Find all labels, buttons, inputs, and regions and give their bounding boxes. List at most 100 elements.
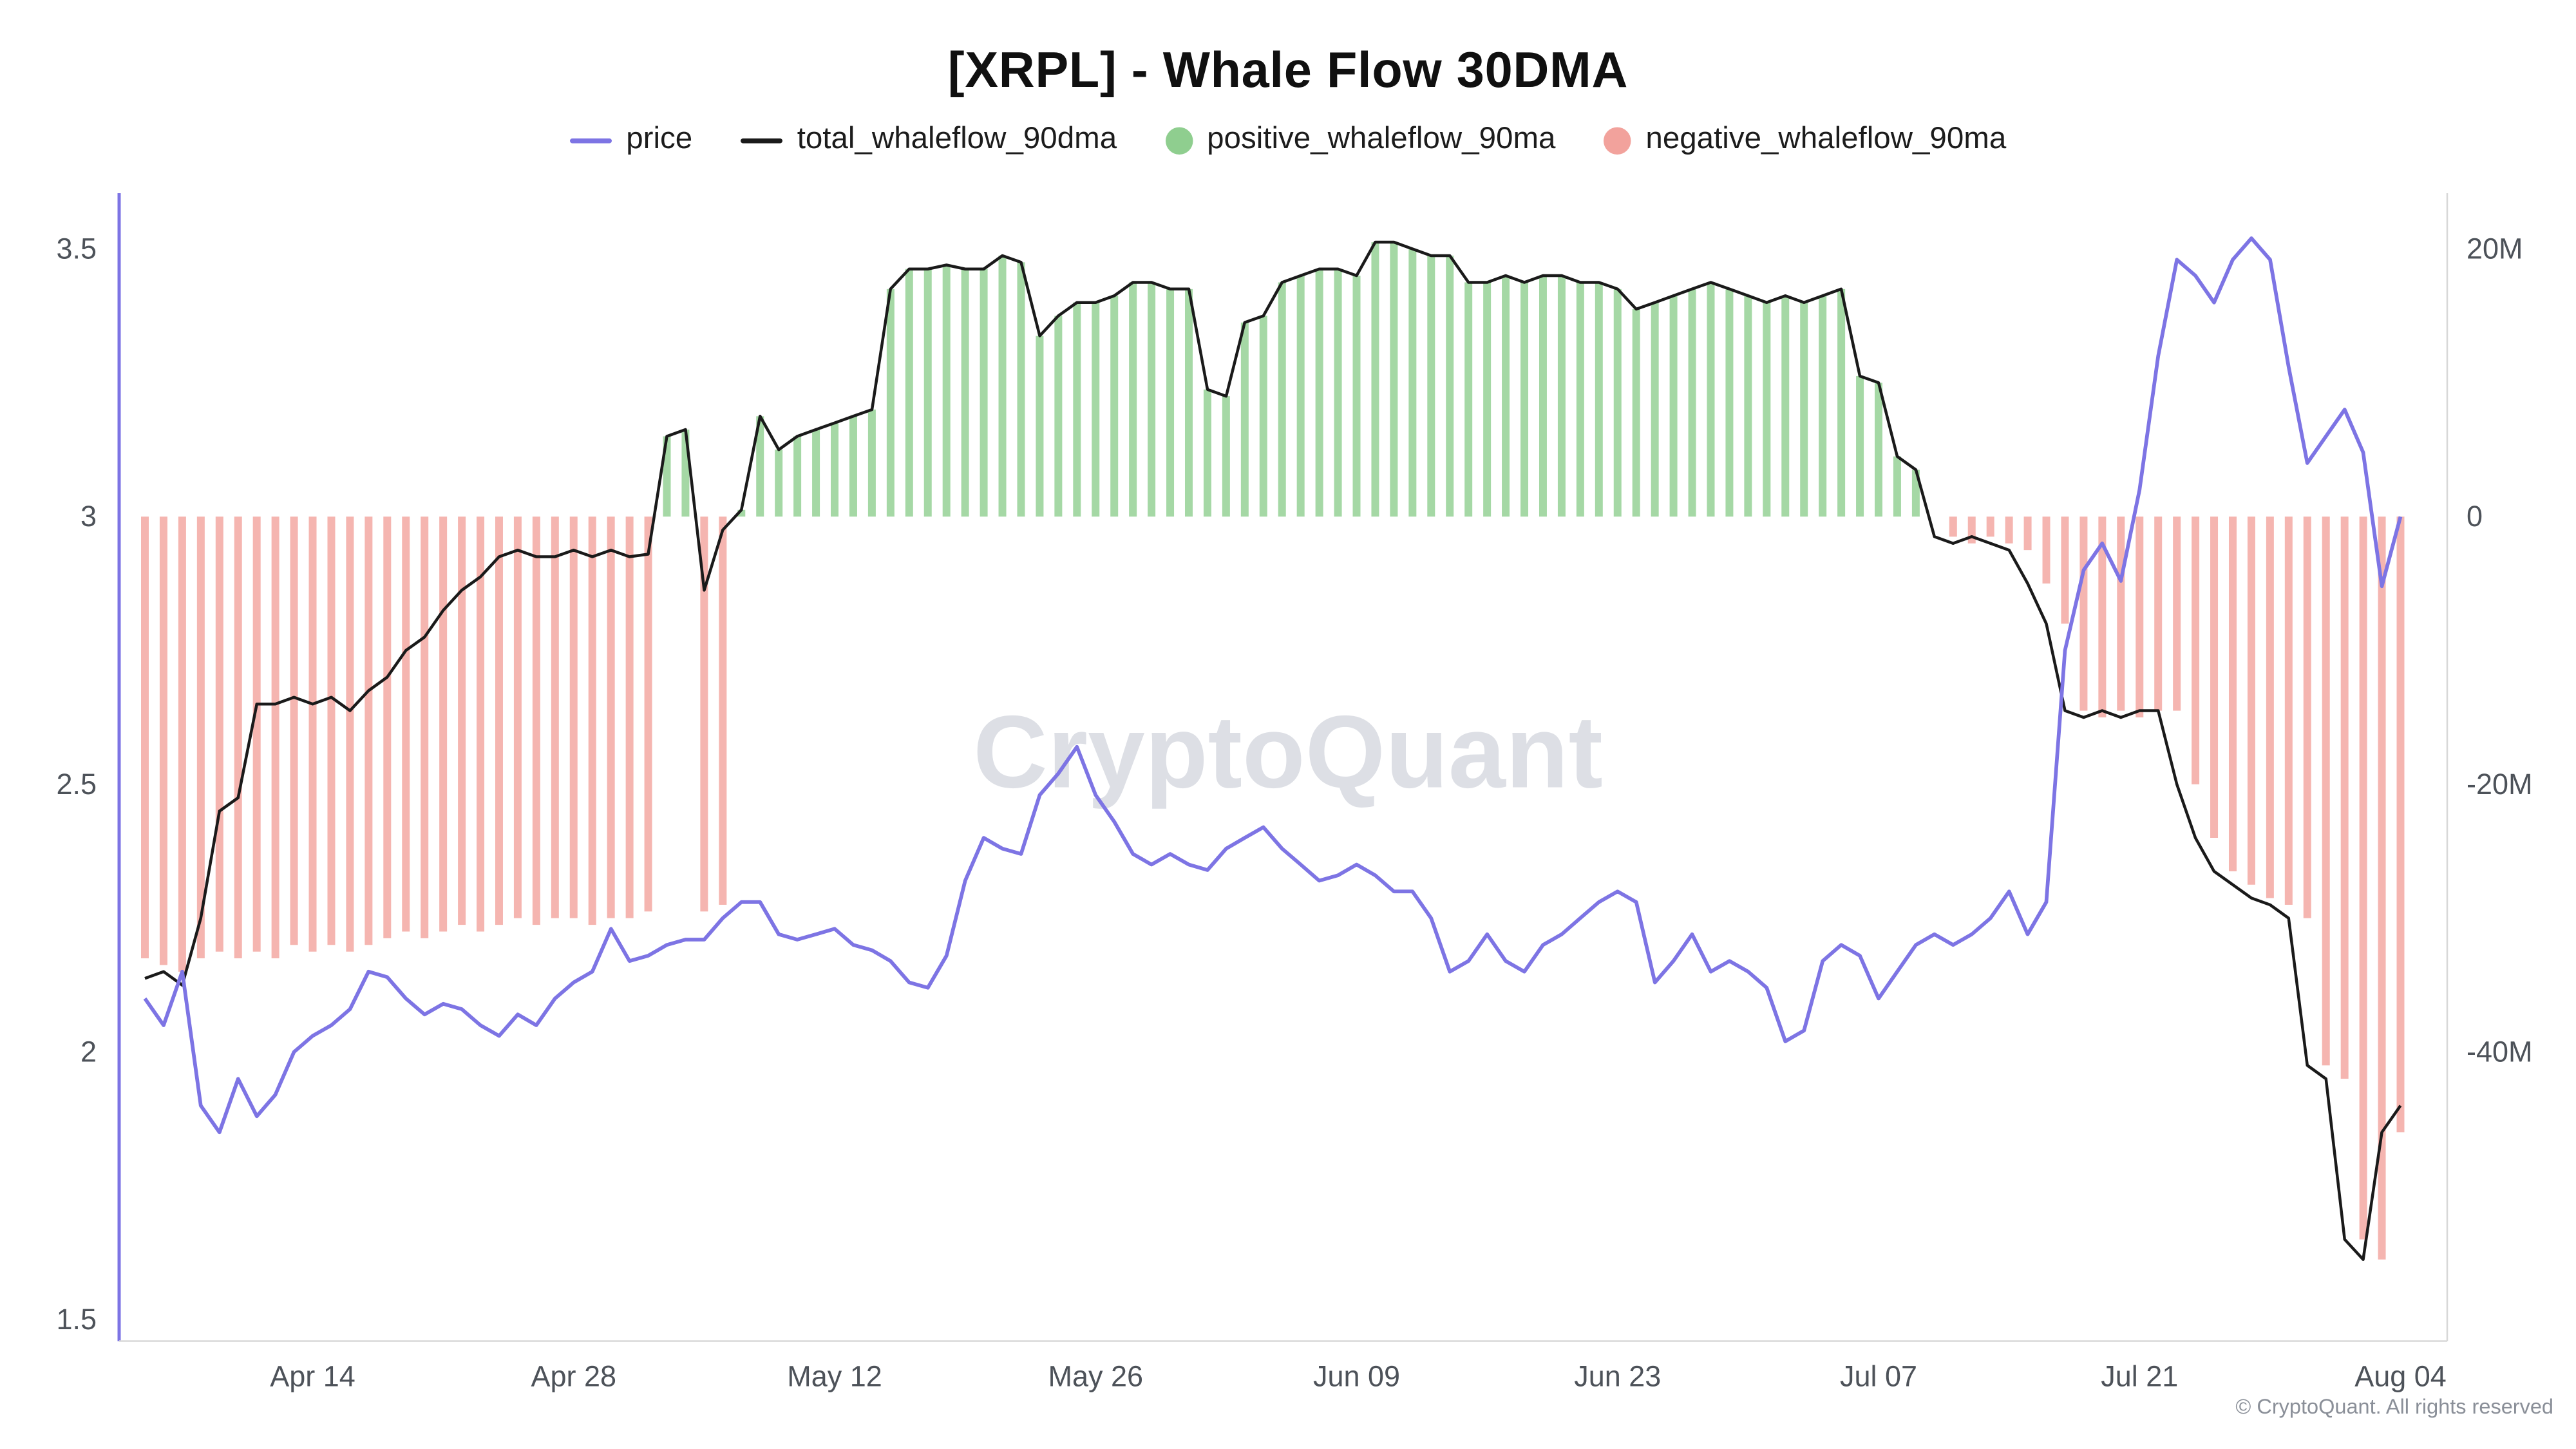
- negative-flow-bar: [1967, 516, 1976, 544]
- positive-flow-bar: [1763, 302, 1771, 517]
- negative-flow-bar: [402, 516, 410, 932]
- y-axis-left-tick-label: 3: [80, 500, 97, 533]
- positive-flow-bar: [1446, 255, 1454, 517]
- positive-flow-bar: [1707, 282, 1715, 517]
- positive-flow-bar: [793, 436, 802, 517]
- positive-flow-bar: [1296, 276, 1305, 517]
- positive-flow-bar: [1464, 282, 1473, 517]
- positive-flow-bar: [1352, 276, 1361, 517]
- positive-flow-bar: [942, 265, 951, 517]
- negative_whaleflow_90ma-dot-swatch-icon: [1604, 126, 1631, 154]
- positive-flow-bar: [1408, 249, 1417, 517]
- negative-flow-bar: [2247, 516, 2255, 885]
- y-axis-left-tick-label: 3.5: [56, 232, 97, 265]
- negative-flow-bar: [2228, 516, 2237, 871]
- positive-flow-bar: [1017, 262, 1025, 517]
- x-axis-tick-label: May 26: [1048, 1360, 1143, 1393]
- positive-flow-bar: [1651, 302, 1659, 517]
- y-axis-left-tick-label: 1.5: [56, 1303, 97, 1336]
- x-axis-tick-label: Aug 04: [2354, 1360, 2447, 1393]
- negative-flow-bar: [513, 516, 522, 918]
- price-line-swatch-icon: [569, 137, 612, 143]
- positive-flow-bar: [1725, 289, 1734, 517]
- positive-flow-bar: [1278, 282, 1286, 517]
- negative-flow-bar: [458, 516, 466, 925]
- positive-flow-bar: [1427, 255, 1435, 517]
- negative-flow-bar: [2266, 516, 2274, 898]
- legend-item-price[interactable]: price: [569, 122, 692, 158]
- negative-flow-bar: [2098, 516, 2107, 717]
- negative-flow-bar: [719, 516, 727, 905]
- positive-flow-bar: [1166, 289, 1175, 517]
- positive-flow-bar: [905, 269, 913, 517]
- positive-flow-bar: [1595, 282, 1603, 517]
- positive-flow-bar: [1744, 296, 1752, 517]
- negative-flow-bar: [625, 516, 634, 918]
- x-axis-tick-label: Jul 21: [2101, 1360, 2178, 1393]
- negative-flow-bar: [271, 516, 279, 959]
- total-whaleflow-line: [144, 240, 2402, 1261]
- negative-flow-bar: [159, 516, 167, 965]
- positive-flow-bar: [1502, 276, 1510, 517]
- x-axis-tick-label: Apr 28: [531, 1360, 616, 1393]
- positive-flow-bar: [1837, 289, 1846, 517]
- legend-item-positive_whaleflow_90ma[interactable]: positive_whaleflow_90ma: [1165, 122, 1555, 158]
- total_whaleflow_90dma-line-swatch-icon: [741, 137, 783, 143]
- positive-flow-bar: [1613, 289, 1622, 517]
- legend-label: negative_whaleflow_90ma: [1645, 122, 2007, 156]
- y-axis-right-tick-label: -40M: [2467, 1036, 2533, 1068]
- positive-flow-bar: [1483, 282, 1492, 517]
- x-axis-tick-label: Jun 23: [1574, 1360, 1661, 1393]
- negative-flow-bar: [141, 516, 149, 959]
- legend-item-negative_whaleflow_90ma[interactable]: negative_whaleflow_90ma: [1604, 122, 2006, 158]
- y-axis-right-tick-label: 0: [2467, 500, 2483, 533]
- copyright-note: © CryptoQuant. All rights reserved: [2235, 1394, 2553, 1419]
- negative-flow-bar: [178, 516, 186, 972]
- positive-flow-bar: [1557, 276, 1566, 517]
- positive-flow-bar: [775, 450, 783, 517]
- negative-flow-bar: [1949, 516, 1957, 537]
- positive-flow-bar: [1688, 289, 1696, 517]
- negative-flow-bar: [327, 516, 336, 945]
- y-axis-right-tick-label: 20M: [2467, 232, 2523, 265]
- negative-flow-bar: [2378, 516, 2386, 1260]
- x-axis-tick-label: Jun 09: [1313, 1360, 1400, 1393]
- positive-flow-bar: [1856, 375, 1864, 517]
- positive-flow-bar: [849, 416, 857, 517]
- legend-item-total_whaleflow_90dma[interactable]: total_whaleflow_90dma: [741, 122, 1117, 158]
- positive-flow-bar: [1632, 309, 1640, 517]
- positive-flow-bar: [1371, 242, 1379, 517]
- positive-flow-bar: [1669, 296, 1678, 517]
- positive-flow-bar: [1203, 389, 1211, 517]
- positive-flow-bar: [1334, 269, 1342, 517]
- price-line: [143, 236, 2403, 1135]
- positive-flow-bar: [1036, 336, 1044, 517]
- negative-flow-bar: [607, 516, 615, 918]
- y-axis-right-labels: 20M 0 -20M -40M: [2467, 232, 2533, 1068]
- x-axis-tick-label: Jul 07: [1840, 1360, 1917, 1393]
- positive-flow-bar: [1222, 396, 1230, 517]
- positive-flow-bar: [1259, 316, 1267, 517]
- legend-label: positive_whaleflow_90ma: [1207, 122, 1556, 156]
- positive-flow-bar: [1576, 282, 1584, 517]
- negative-flow-bar: [700, 516, 708, 912]
- negative-flow-bar: [2154, 516, 2163, 711]
- negative-flow-bar: [383, 516, 392, 938]
- negative-flow-bar: [2023, 516, 2032, 551]
- negative-flow-bar: [252, 516, 261, 952]
- positive-flow-bar: [1240, 322, 1249, 517]
- positive-flow-bar: [1110, 296, 1119, 517]
- negative-flow-bar: [477, 516, 485, 932]
- negative-flow-bar: [2192, 516, 2200, 784]
- negative-flow-bar: [532, 516, 540, 925]
- negative-flow-bar: [346, 516, 354, 952]
- negative-flow-bar: [2210, 516, 2219, 838]
- negative-flow-bar: [644, 516, 652, 912]
- positive-flow-bar: [998, 255, 1007, 517]
- x-axis-tick-label: May 12: [787, 1360, 882, 1393]
- negative-flow-bar: [551, 516, 559, 918]
- negative-flow-bar: [2303, 516, 2311, 918]
